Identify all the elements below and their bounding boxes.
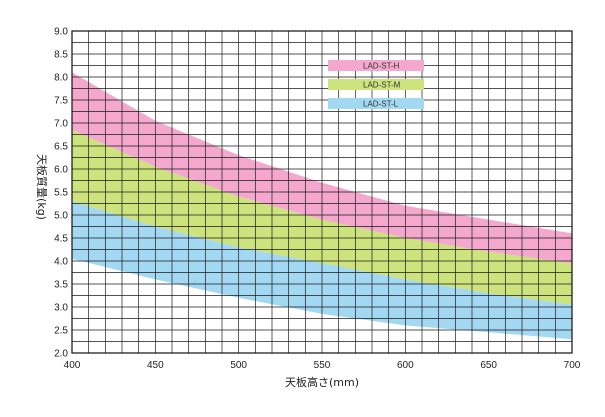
legend: LAD-ST-H LAD-ST-M LAD-ST-L	[328, 60, 424, 109]
y-tick-label: 2.5	[54, 326, 68, 337]
y-tick-label: 8.0	[54, 73, 68, 84]
y-tick-label: 6.0	[54, 165, 68, 176]
y-tick-label: 9.0	[54, 27, 68, 38]
x-tick-label: 550	[314, 360, 331, 371]
x-tick-label: 650	[480, 360, 497, 371]
y-tick-labels: 2.0 2.5 3.0 3.5 4.0 4.5 5.0 5.5 6.0 6.5 7.0 7.5 8.0 8…	[54, 27, 68, 360]
y-tick-label: 5.0	[54, 211, 68, 222]
legend-label-lad-st-m: LAD-ST-M	[363, 81, 401, 90]
y-axis-label: 天板質量(kg)	[35, 154, 49, 220]
y-tick-label: 8.5	[54, 50, 68, 61]
legend-label-lad-st-l: LAD-ST-L	[363, 100, 399, 109]
y-tick-label: 6.5	[54, 142, 68, 153]
y-tick-label: 7.5	[54, 96, 68, 107]
x-tick-label: 700	[564, 360, 581, 371]
y-tick-label: 4.0	[54, 257, 68, 268]
y-tick-label: 5.5	[54, 188, 68, 199]
y-tick-label: 3.0	[54, 303, 68, 314]
legend-swatch-lad-st-h	[328, 60, 424, 71]
plot-frame	[71, 30, 573, 354]
grid	[72, 31, 572, 353]
y-tick-label: 7.0	[54, 119, 68, 130]
y-tick-label: 4.5	[54, 234, 68, 245]
y-tick-label: 2.0	[54, 349, 68, 360]
x-tick-label: 450	[147, 360, 164, 371]
band-lad-st-h	[72, 72, 572, 264]
x-tick-labels: 400 450 500 550 600 650 700	[64, 360, 581, 371]
x-axis-label: 天板高さ(mm)	[285, 375, 359, 389]
x-tick-label: 500	[230, 360, 247, 371]
legend-label-lad-st-h: LAD-ST-H	[363, 62, 400, 71]
legend-swatch-lad-st-m	[328, 79, 424, 90]
x-tick-label: 400	[64, 360, 81, 371]
y-tick-label: 3.5	[54, 280, 68, 291]
x-tick-label: 600	[397, 360, 414, 371]
legend-swatch-lad-st-l	[328, 98, 424, 109]
